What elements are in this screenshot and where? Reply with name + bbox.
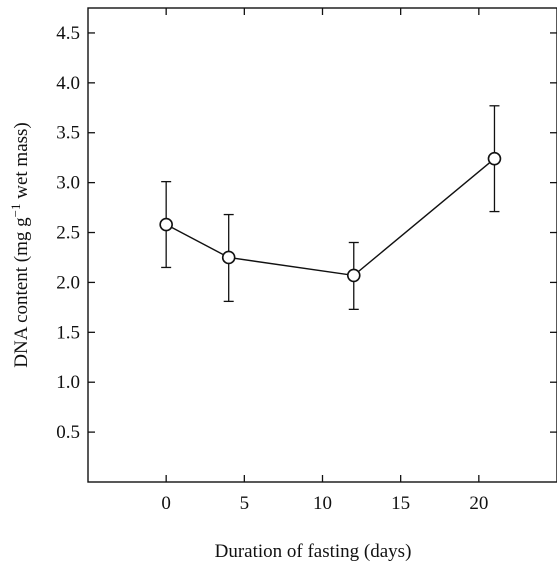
y-tick-label: 3.5: [56, 123, 80, 144]
y-tick-label: 2.0: [56, 272, 80, 293]
error-bars: [161, 105, 500, 311]
y-axis-title-tail: wet mass): [11, 122, 32, 203]
x-tick-labels: 0 5 10 15 20: [161, 493, 488, 514]
x-tick-label: 0: [161, 493, 171, 514]
x-axis-title: Duration of fasting (days): [215, 541, 412, 562]
y-tick-label: 0.5: [56, 422, 80, 443]
y-axis-title-main: DNA content (mg g: [11, 217, 32, 368]
axis-ticks: [88, 8, 557, 482]
data-point: [221, 250, 236, 265]
y-axis-title-superscript: −1: [8, 204, 23, 218]
x-tick-label: 5: [240, 493, 250, 514]
data-point: [346, 268, 361, 283]
data-markers: [159, 151, 502, 283]
y-tick-label: 1.0: [56, 372, 80, 393]
x-tick-label: 20: [469, 493, 488, 514]
x-tick-label: 10: [313, 493, 332, 514]
data-point: [487, 151, 502, 166]
series-line: [165, 158, 495, 277]
y-tick-labels: 0.5 1.0 1.5 2.0 2.5 3.0 3.5 4.0 4.5: [56, 23, 80, 443]
y-tick-label: 2.5: [56, 223, 80, 244]
y-tick-label: 3.0: [56, 173, 80, 194]
y-tick-label: 4.5: [56, 23, 80, 44]
plot-frame: [87, 7, 557, 483]
data-point: [159, 217, 173, 232]
y-tick-label: 1.5: [56, 322, 80, 343]
y-tick-label: 4.0: [56, 73, 80, 94]
x-tick-label: 15: [391, 493, 410, 514]
y-axis-title: DNA content (mg g−1 wet mass): [8, 122, 32, 368]
